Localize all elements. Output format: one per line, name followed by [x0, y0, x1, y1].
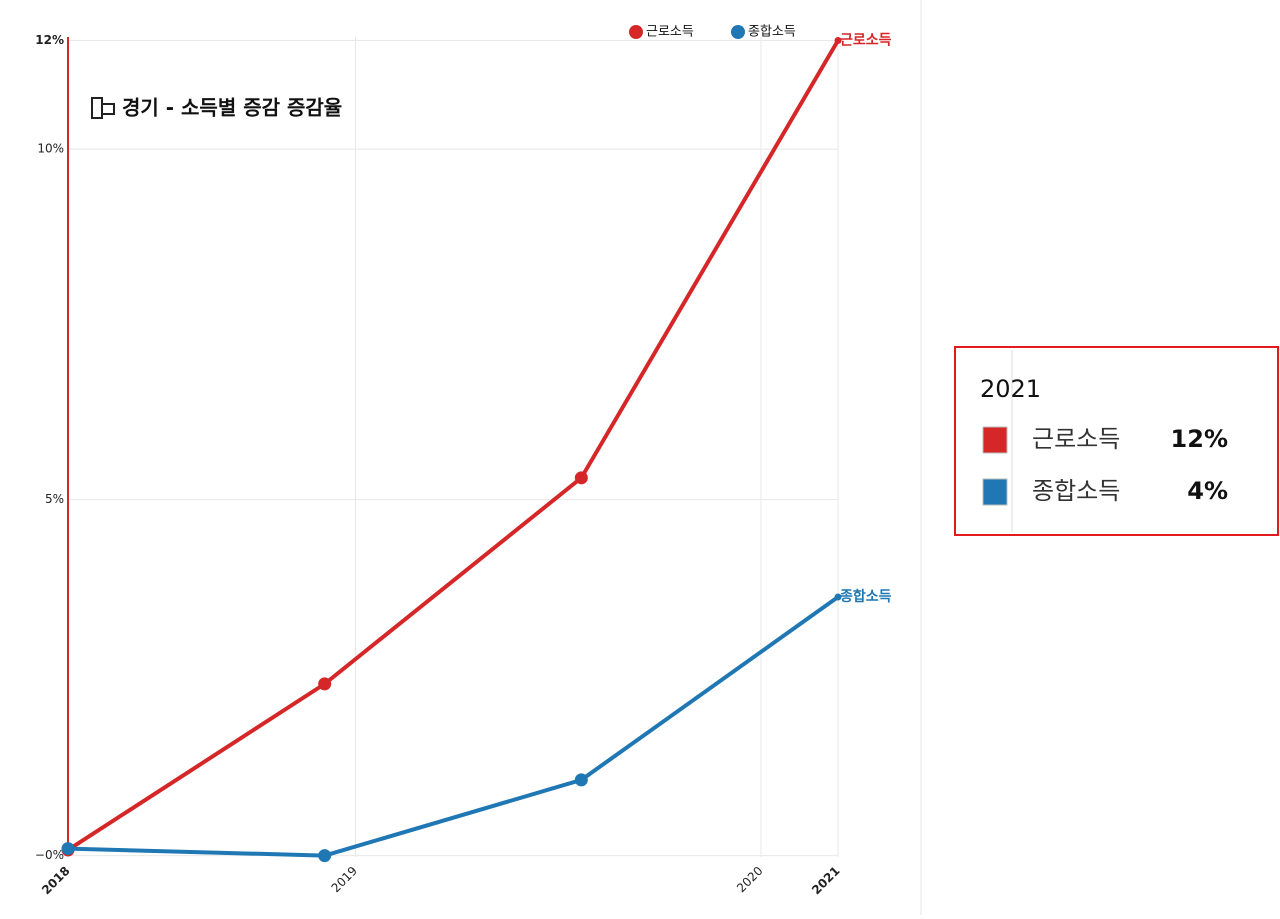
tooltip-name: 근로소득	[1032, 425, 1120, 453]
tooltip-title: 2021	[980, 375, 1041, 403]
legend-label: 종합소득	[748, 25, 796, 40]
x-tick-label: 2020	[734, 864, 765, 895]
y-tick-label: 10%	[37, 142, 64, 156]
point	[834, 37, 842, 45]
point	[834, 593, 842, 601]
point	[574, 471, 588, 485]
point	[318, 677, 332, 691]
tooltip-name: 종합소득	[1032, 477, 1120, 505]
y-tick-label: 5%	[45, 492, 64, 506]
chart-title: 경기 - 소득별 증감 증감율	[122, 96, 342, 120]
point	[574, 773, 588, 787]
x-tick-label: 2018	[39, 864, 73, 898]
y-tick-label: −0%	[35, 848, 64, 862]
x-tick-label: 2021	[809, 864, 843, 898]
point	[61, 842, 75, 856]
legend-label: 근로소득	[646, 25, 694, 40]
legend-marker	[629, 25, 643, 39]
series-line	[66, 39, 840, 852]
tooltip-swatch	[982, 426, 1008, 454]
tooltip-swatch	[982, 478, 1008, 506]
y-tick-label: 12%	[35, 33, 64, 47]
end-label: 종합소득	[840, 588, 892, 605]
series-line	[67, 595, 840, 858]
tooltip-value: 4%	[1187, 477, 1228, 505]
legend-marker	[731, 25, 745, 39]
end-label: 근로소득	[840, 33, 892, 49]
tooltip-box	[954, 346, 1279, 536]
point	[318, 849, 332, 863]
tooltip-value: 12%	[1171, 425, 1228, 453]
title-icon	[91, 97, 115, 119]
x-tick-label: 2019	[329, 864, 360, 895]
